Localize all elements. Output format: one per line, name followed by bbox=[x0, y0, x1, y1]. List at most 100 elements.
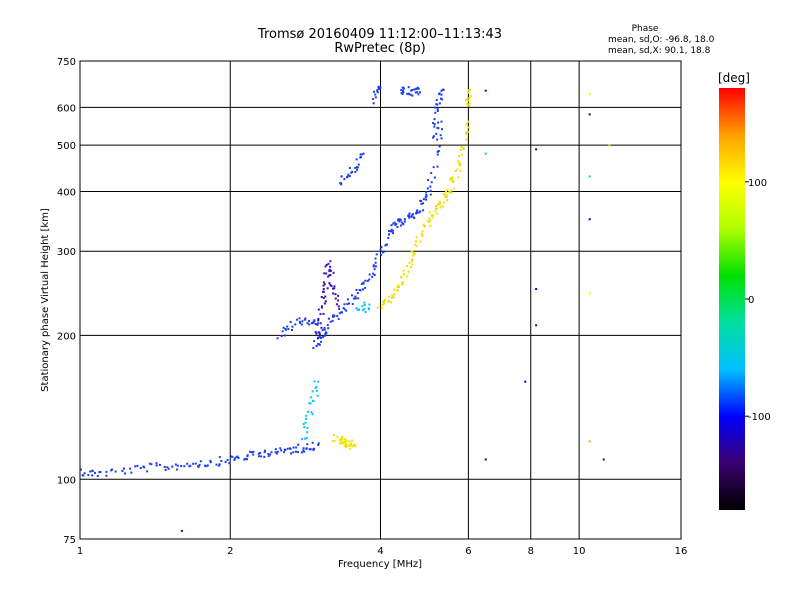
data-point bbox=[373, 90, 376, 93]
data-point bbox=[588, 92, 591, 95]
data-point bbox=[129, 467, 132, 470]
data-point bbox=[424, 225, 427, 228]
data-point bbox=[319, 336, 322, 339]
data-point bbox=[171, 465, 174, 468]
data-point bbox=[330, 285, 333, 288]
data-point bbox=[316, 323, 319, 326]
data-point bbox=[340, 311, 343, 314]
data-point bbox=[155, 464, 158, 467]
data-point bbox=[341, 438, 344, 441]
data-point bbox=[436, 207, 439, 210]
data-point bbox=[420, 232, 423, 235]
data-point bbox=[302, 449, 305, 452]
data-point bbox=[440, 89, 443, 92]
data-point bbox=[468, 89, 471, 92]
data-point bbox=[305, 447, 308, 450]
data-point bbox=[417, 87, 420, 90]
data-point bbox=[436, 165, 439, 168]
data-point bbox=[438, 102, 441, 105]
data-point bbox=[310, 322, 313, 325]
data-point bbox=[436, 150, 439, 153]
data-point bbox=[448, 190, 451, 193]
data-point bbox=[306, 322, 309, 325]
data-point bbox=[260, 455, 263, 458]
data-point bbox=[267, 455, 270, 458]
data-point bbox=[93, 471, 96, 474]
data-point bbox=[416, 209, 419, 212]
data-point bbox=[422, 209, 425, 212]
data-point bbox=[393, 293, 396, 296]
data-point bbox=[188, 465, 191, 468]
data-point bbox=[263, 455, 266, 458]
y-tick-label: 300 bbox=[57, 247, 76, 258]
data-point bbox=[372, 265, 375, 268]
data-point bbox=[420, 199, 423, 202]
data-point bbox=[355, 307, 358, 310]
data-point bbox=[320, 326, 323, 329]
data-point bbox=[180, 465, 183, 468]
data-point bbox=[360, 282, 363, 285]
data-point bbox=[411, 214, 414, 217]
data-point bbox=[425, 195, 428, 198]
colorbar-ticks: 100 0 -100 bbox=[745, 178, 771, 423]
data-point bbox=[373, 273, 376, 276]
data-point bbox=[457, 176, 460, 179]
data-point bbox=[383, 299, 386, 302]
data-point bbox=[315, 389, 318, 392]
data-point bbox=[349, 443, 352, 446]
data-point bbox=[292, 446, 295, 449]
colorbar-tick-label: 100 bbox=[748, 178, 767, 189]
data-point bbox=[451, 178, 454, 181]
data-point bbox=[317, 442, 320, 445]
data-point bbox=[327, 327, 330, 330]
data-point bbox=[400, 91, 403, 94]
data-point bbox=[436, 126, 439, 129]
data-point bbox=[323, 328, 326, 331]
data-point bbox=[391, 294, 394, 297]
data-point bbox=[338, 307, 341, 310]
data-point bbox=[174, 463, 177, 466]
data-point bbox=[397, 284, 400, 287]
data-point bbox=[428, 221, 431, 224]
data-point bbox=[105, 474, 108, 477]
data-point bbox=[331, 440, 334, 443]
data-point bbox=[308, 402, 311, 405]
data-point bbox=[401, 86, 404, 89]
data-point bbox=[311, 413, 314, 416]
data-point bbox=[325, 263, 328, 266]
data-point bbox=[296, 318, 299, 321]
data-point bbox=[460, 146, 463, 149]
data-point bbox=[411, 213, 414, 216]
data-point bbox=[204, 464, 207, 467]
data-point bbox=[123, 472, 126, 475]
data-point bbox=[357, 297, 360, 300]
data-point bbox=[432, 136, 435, 139]
data-point bbox=[410, 89, 413, 92]
data-point bbox=[311, 441, 314, 444]
data-point bbox=[324, 332, 327, 335]
data-point bbox=[373, 268, 376, 271]
x-tick-label: 2 bbox=[227, 546, 233, 557]
data-point bbox=[411, 263, 414, 266]
data-point bbox=[406, 92, 409, 95]
data-point bbox=[163, 466, 166, 469]
data-point bbox=[361, 288, 364, 291]
data-point bbox=[377, 85, 380, 88]
data-point bbox=[421, 234, 424, 237]
data-point bbox=[130, 471, 133, 474]
data-point bbox=[355, 158, 358, 161]
data-point bbox=[462, 146, 465, 149]
data-point bbox=[315, 332, 318, 335]
data-point bbox=[345, 443, 348, 446]
data-point bbox=[436, 138, 439, 141]
data-point bbox=[82, 474, 85, 477]
data-point bbox=[316, 394, 319, 397]
data-point bbox=[139, 467, 142, 470]
data-point bbox=[289, 320, 292, 323]
data-point bbox=[407, 93, 410, 96]
data-point bbox=[248, 450, 251, 453]
colorbar-tick-label: -100 bbox=[748, 412, 771, 423]
data-point bbox=[465, 123, 468, 126]
data-point bbox=[301, 320, 304, 323]
data-point bbox=[322, 281, 325, 284]
